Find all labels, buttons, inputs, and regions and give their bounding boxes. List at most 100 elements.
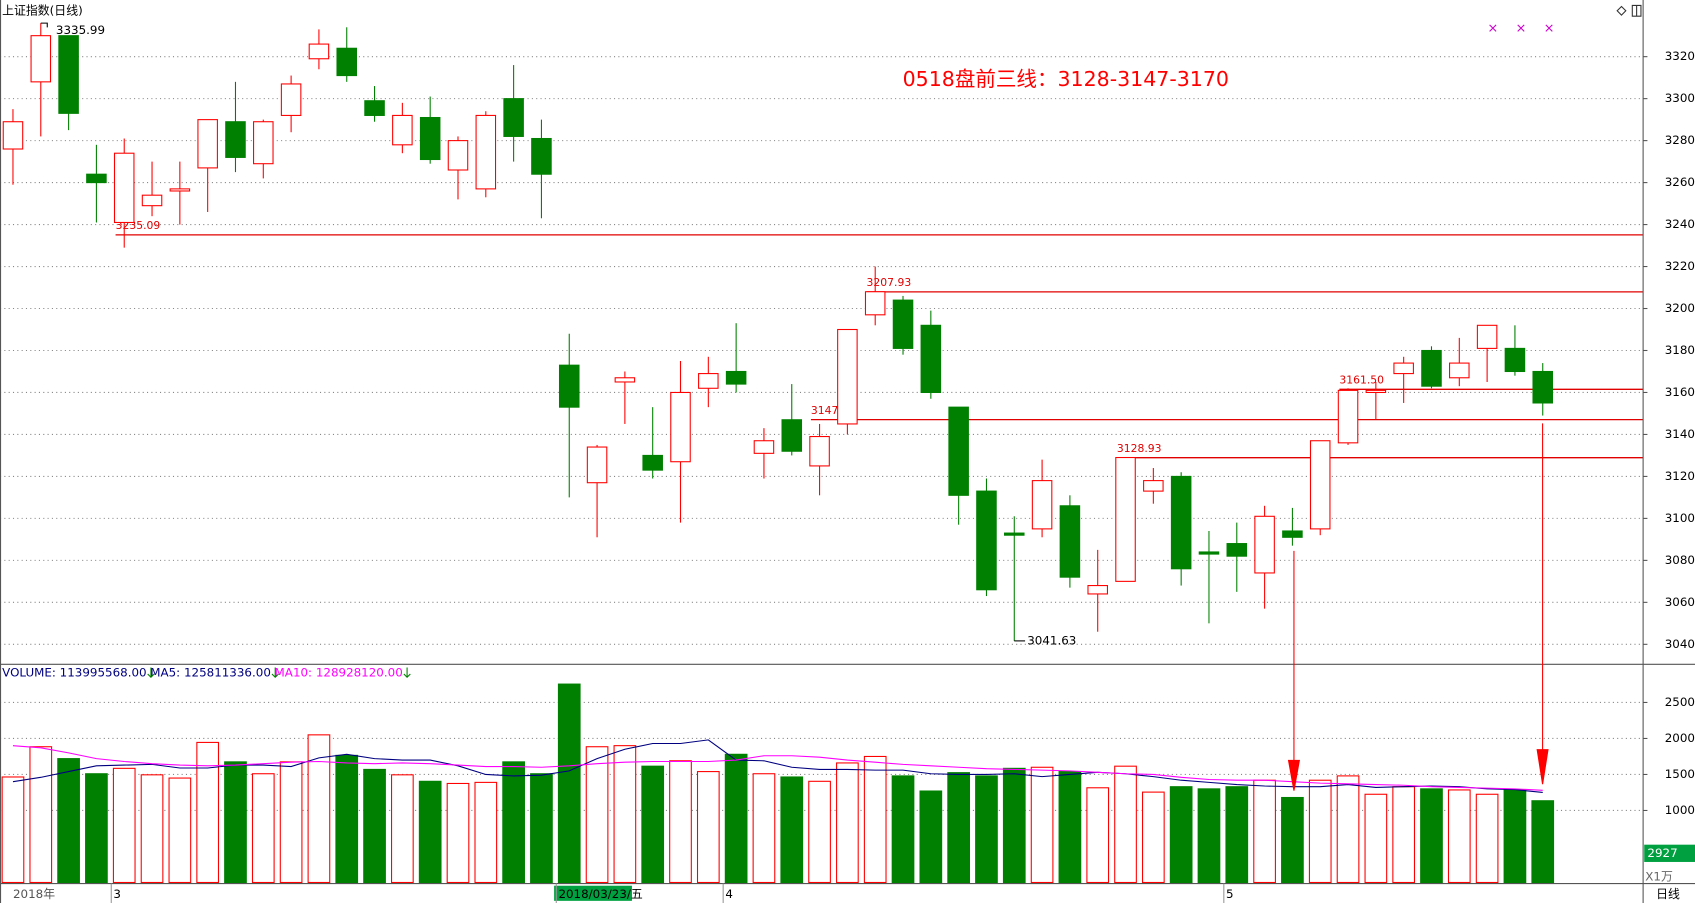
volume-bar: [307, 734, 331, 884]
y-tick-label: 3260: [1665, 175, 1695, 189]
volume-bar: [1197, 788, 1221, 884]
volume-bar: [224, 761, 247, 884]
y-tick-label: 3180: [1665, 343, 1695, 357]
volume-bar: [1447, 789, 1471, 884]
level-label: 3207.93: [867, 276, 912, 289]
candle-body: [253, 121, 274, 165]
volume-bar: [1, 776, 25, 884]
candle-body: [86, 173, 107, 184]
legend-arrow: [403, 667, 411, 679]
candle-body: [280, 83, 302, 116]
volume-bar: [1169, 786, 1193, 884]
volume-bar: [1420, 788, 1443, 884]
y-tick-label: 3120: [1665, 469, 1695, 483]
candle-body: [336, 47, 358, 77]
candle-body: [864, 291, 886, 316]
window-icons[interactable]: [1616, 4, 1642, 17]
candle-body: [586, 446, 608, 484]
volume-bar: [613, 745, 637, 884]
candle-body: [30, 35, 52, 83]
y-tick-label: 3240: [1665, 217, 1695, 231]
volume-bar: [474, 781, 498, 884]
volume-bar: [585, 746, 609, 884]
candle-body: [1087, 585, 1108, 595]
candle-body: [698, 373, 719, 389]
candle-body: [503, 98, 524, 137]
marks-layer: 3235.093207.933161.503147.053128.933335.…: [1, 22, 1644, 884]
volume-bar: [724, 753, 748, 884]
low-label: 3041.63: [1027, 633, 1076, 647]
candle-body: [1198, 551, 1220, 555]
volume-bar: [168, 777, 192, 884]
volume-bar: [1114, 765, 1137, 884]
volume-bar: [1253, 779, 1276, 884]
arrow-head: [1287, 759, 1301, 791]
candle-body: [614, 377, 636, 383]
candle-body: [1059, 505, 1081, 578]
candle-body: [141, 194, 163, 207]
volume-bar: [196, 741, 220, 884]
candle-body: [1004, 532, 1025, 536]
candle-body: [1393, 362, 1414, 375]
candle-body: [197, 119, 218, 169]
x-marker: [1489, 24, 1553, 32]
y-tick-label: 3060: [1665, 595, 1695, 609]
y-tick-label: 25000: [1665, 695, 1695, 709]
volume-bar: [1531, 800, 1555, 884]
x-tick-label: 2018/03/23/五: [558, 887, 642, 901]
y-tick-label: 3160: [1665, 385, 1695, 399]
candle-body: [725, 370, 747, 385]
candle-body: [475, 114, 497, 190]
y-tick-label: 3140: [1665, 427, 1695, 441]
volume-bar: [836, 762, 859, 884]
candle-body: [670, 391, 691, 463]
candle-body: [920, 324, 942, 394]
candle-body: [642, 454, 663, 471]
volume-bar: [641, 765, 665, 884]
arrows: [1287, 423, 1549, 791]
candle-body: [308, 43, 330, 60]
volume-bar: [530, 773, 553, 884]
y-tick-label: 3220: [1665, 259, 1695, 273]
legend-entry: VOLUME: 113995568.00: [2, 665, 146, 679]
y-tick-label: 20000: [1665, 731, 1695, 745]
candle-body: [364, 100, 385, 116]
volume-bar: [947, 772, 970, 884]
candle-body: [1226, 543, 1248, 557]
candle-body: [1421, 349, 1442, 387]
volume-bar: [391, 774, 414, 884]
volume-bar: [863, 755, 887, 884]
candle-body: [753, 440, 775, 454]
candle-body: [531, 137, 552, 175]
volume-bar: [446, 782, 470, 884]
level-label: 3161.50: [1339, 374, 1384, 387]
candle-body: [113, 152, 135, 224]
volume-bar: [1002, 767, 1026, 884]
volume-bar: [975, 775, 998, 884]
volume-bar: [1281, 796, 1304, 884]
candle-body: [1309, 440, 1331, 530]
volume-bar: [1225, 786, 1249, 884]
candle-body: [447, 140, 469, 171]
candle-body: [809, 436, 830, 467]
volume-bar: [112, 767, 136, 884]
volume-bar: [1364, 793, 1388, 884]
volume-bar: [1503, 789, 1527, 884]
ma-line: [12, 739, 1543, 794]
volume-bar: [1392, 786, 1416, 884]
legend-entry: MA5: 125811336.00: [150, 665, 271, 679]
volume-bar: [557, 683, 581, 884]
candle-body: [892, 299, 914, 349]
candle-body: [169, 188, 191, 192]
ma-line: [12, 745, 1543, 791]
y-tick-label: 10000: [1665, 803, 1695, 817]
candle-body: [225, 121, 246, 158]
x-tick-label: 4: [725, 887, 733, 901]
candle-body: [1282, 530, 1303, 538]
y-tick-label: 3300: [1665, 91, 1695, 105]
volume-bar: [335, 754, 359, 884]
candle-body: [1449, 362, 1470, 379]
